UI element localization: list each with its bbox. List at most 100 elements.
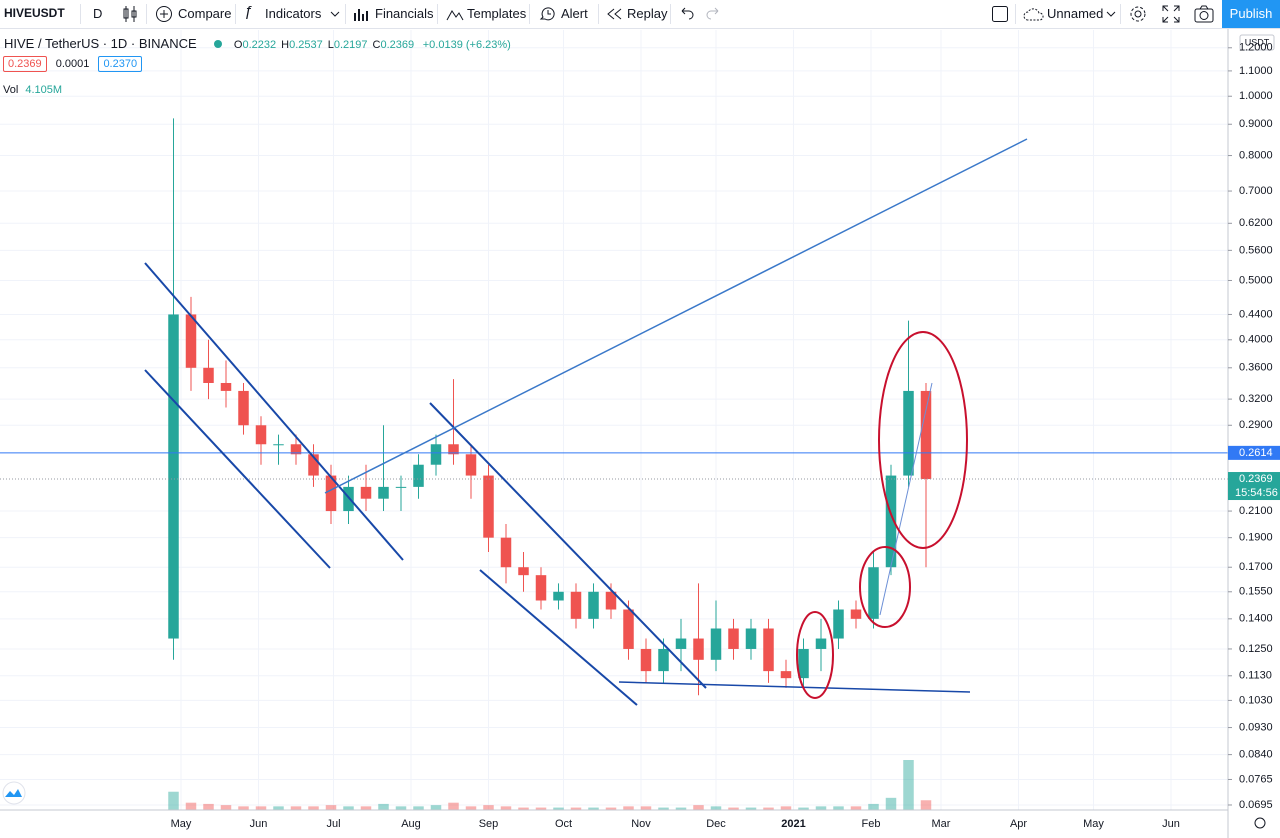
financials[interactable]: Financials xyxy=(375,6,434,21)
volume-bar xyxy=(675,807,687,810)
candle-body xyxy=(343,486,354,512)
volume-bar xyxy=(588,807,599,810)
volume-bar xyxy=(255,806,267,810)
ohlc-key: H xyxy=(281,39,290,51)
volume-bar xyxy=(395,806,407,810)
volume-bar xyxy=(238,806,249,810)
publish-button[interactable]: Publish xyxy=(1222,0,1280,28)
candle-body xyxy=(203,367,214,383)
indicators[interactable]: Indicators xyxy=(265,6,322,21)
ohlc: O0.2232 H0.2537 L0.2197 C0.2369 xyxy=(234,39,419,51)
y-tick-label: 0.0695 xyxy=(1239,799,1273,811)
logo xyxy=(2,781,26,805)
volume-bar xyxy=(413,806,424,810)
drawings xyxy=(144,138,1028,706)
trend-line xyxy=(324,138,1028,494)
separator xyxy=(437,4,438,24)
chevron[interactable] xyxy=(1106,10,1116,18)
y-tick-label: 0.1400 xyxy=(1239,613,1273,625)
volume-bar xyxy=(343,806,354,810)
ohlc-value: 0.2232 xyxy=(242,39,277,51)
trend-line xyxy=(879,382,933,616)
candle-body xyxy=(360,486,372,499)
ohlc-value: 0.2369 xyxy=(380,39,415,51)
candle-body xyxy=(588,591,599,619)
volume-bar xyxy=(448,802,459,810)
separator xyxy=(80,4,81,24)
candle-icon[interactable] xyxy=(122,5,138,23)
interval[interactable]: D xyxy=(93,6,103,21)
candle-body xyxy=(920,390,932,480)
candle-body xyxy=(605,591,617,610)
candle-body xyxy=(728,628,739,649)
financials-icon[interactable] xyxy=(353,6,369,22)
y-tick-label: 0.1900 xyxy=(1239,532,1273,544)
compare-icon[interactable] xyxy=(155,5,173,23)
chevron[interactable] xyxy=(330,10,340,18)
fullscreen-icon[interactable] xyxy=(1161,4,1181,24)
replay-icon[interactable] xyxy=(606,7,624,21)
replay[interactable]: Replay xyxy=(627,6,668,21)
y-tick-label: 0.2100 xyxy=(1239,505,1273,517)
volume-bar xyxy=(623,806,634,810)
ohlc-key: C xyxy=(372,39,381,51)
scale-settings[interactable] xyxy=(1254,817,1266,829)
y-tick-label: 0.7000 xyxy=(1239,185,1273,197)
y-tick-label: 0.5000 xyxy=(1239,274,1273,286)
volume-bar xyxy=(885,797,897,810)
ohlc-key: O xyxy=(233,39,243,51)
layout-name[interactable]: Unnamed xyxy=(1047,6,1104,21)
volume-bar xyxy=(728,807,739,810)
volume-bar xyxy=(658,807,669,810)
candle-body xyxy=(833,609,844,639)
templates-icon[interactable] xyxy=(446,6,464,22)
templates[interactable]: Templates xyxy=(467,6,527,21)
trend-line xyxy=(479,569,638,706)
compare[interactable]: Compare xyxy=(178,6,232,21)
separator xyxy=(529,4,530,24)
highlight-ellipse xyxy=(859,546,911,628)
volume-bar xyxy=(693,805,704,810)
separator xyxy=(345,4,346,24)
quote: 0.2369 0.0001 0.2370 xyxy=(3,56,143,72)
x-tick-label: Jul xyxy=(326,818,340,830)
candle-body xyxy=(413,464,424,487)
volume-bar xyxy=(465,806,477,810)
y-tick-label: 0.1130 xyxy=(1239,670,1272,682)
volume-bar xyxy=(903,760,914,810)
settings-icon[interactable] xyxy=(1128,4,1148,24)
square-icon[interactable] xyxy=(991,5,1009,23)
cloud-icon[interactable] xyxy=(1023,7,1045,21)
y-tick-label: 1.0000 xyxy=(1239,90,1273,102)
camera-icon[interactable] xyxy=(1193,4,1215,24)
x-tick-label: Jun xyxy=(1162,818,1180,830)
y-tick-label: 0.8000 xyxy=(1239,149,1273,161)
candle-body xyxy=(850,609,862,619)
price-line-badge xyxy=(1228,445,1280,460)
candle-body xyxy=(378,486,389,499)
y-tick-label: 0.0765 xyxy=(1239,773,1273,785)
candle-body xyxy=(273,444,284,446)
y-tick-label: 0.1550 xyxy=(1239,586,1273,598)
candle-body xyxy=(500,537,512,568)
candle-body xyxy=(798,648,809,679)
candle-body xyxy=(220,382,232,391)
undo-redo[interactable] xyxy=(678,6,722,20)
separator xyxy=(1120,4,1121,24)
y-tick-label: 0.1030 xyxy=(1239,694,1273,706)
volume-value: 4.105M xyxy=(25,84,63,96)
volume-bar xyxy=(763,807,774,810)
volume-bar xyxy=(833,806,844,810)
trend-line xyxy=(144,262,404,561)
volume-bar xyxy=(168,791,179,810)
x-tick-label: Nov xyxy=(631,818,651,830)
trend-line xyxy=(429,402,707,689)
ohlc-value: 0.2537 xyxy=(289,39,323,51)
candle-body xyxy=(658,648,669,672)
x-tick-label: May xyxy=(171,818,192,830)
y-tick-label: 0.1250 xyxy=(1239,643,1273,655)
y-tick-label: 0.6200 xyxy=(1239,217,1273,229)
alert-icon[interactable] xyxy=(538,4,556,22)
symbol[interactable]: HIVEUSDT xyxy=(4,6,65,20)
alert[interactable]: Alert xyxy=(561,6,588,21)
